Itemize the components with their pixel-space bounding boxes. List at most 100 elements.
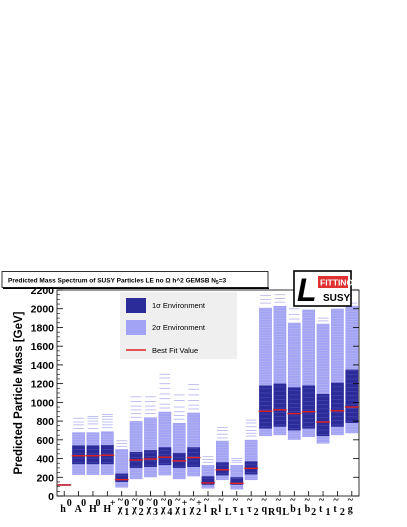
title-box: Predicted Mass Spectrum of SUSY Particle… [1,271,269,289]
bar-1sigma-cat-14 [259,385,272,429]
x-tick-label-sup: 0 [124,498,129,509]
y-axis: 0 200 400 600 800 1000 1200 1400 1600 1800 2000 220… [31,285,359,503]
bar-1sigma-cat-2 [86,445,100,465]
x-tick-label-sup: + [196,498,202,509]
x-tick-label: l~L [218,495,232,518]
bar-1sigma-cat-20 [345,369,359,423]
x-tick-label-text: h [60,504,66,515]
x-tick-label-sup: + [182,498,188,509]
logo-bottom-text: SUSY [323,293,351,304]
y-tick-label: 1800 [31,322,55,334]
x-tick-label-sup: 0 [139,498,144,509]
x-tick-label-sup: 0 [153,498,158,509]
x-tick-label-sub: 1 [297,507,302,518]
x-tick-label-tilde: ~ [204,495,210,506]
y-tick-label: 1000 [31,397,55,409]
x-tick-label-sub: 1 [124,507,129,518]
x-tick-label-tilde: ~ [118,495,124,506]
x-tick-label-sup: 0 [95,498,100,509]
y-tick-label: 1600 [31,341,55,353]
x-tick-label-text: χ [189,504,195,515]
bar-1sigma-cat-15 [273,383,287,427]
logo-accent-band [318,276,348,288]
chart-title: Predicted Mass Spectrum of SUSY Particle… [8,277,226,287]
x-tick-label-tilde: ~ [146,495,152,506]
x-tick-label-text: H [103,504,111,515]
legend: 1σ Environment 2σ Environment Best Fit V… [120,292,237,359]
x-tick-label: t~1 [319,495,331,518]
x-tick-label-sup: + [110,498,116,509]
x-tick-label-sub: 1 [182,507,187,518]
x-tick-label: τ~1 [233,495,245,518]
x-tick-label-text: H [89,504,97,515]
x-tick-label-text: A [75,504,83,515]
scan-lines-cat-13 [245,419,257,480]
x-tick-label-tilde: ~ [218,495,224,506]
x-tick-label-sub: 1 [326,507,331,518]
x-tick-label-text: b [305,504,311,515]
x-tick-label: H0 [89,498,101,515]
x-tick-label-tilde: ~ [190,495,196,506]
x-tick-label-text: g [348,504,353,515]
x-tick-label: q~L [276,495,290,518]
x-tick-label-sub: R [211,507,219,518]
x-tick-label-sub: 2 [311,507,316,518]
x-tick-label-text: τ [247,504,252,515]
x-tick-label-text: b [290,504,296,515]
x-tick-label: χ~ 02 [131,495,144,518]
x-tick-label: H+ [103,498,116,515]
bar-1sigma-cat-7 [158,447,172,466]
x-tick-label-tilde: ~ [175,495,181,506]
legend-swatch-2sigma [126,320,146,335]
x-tick-label: χ~ 01 [117,495,130,518]
bar-1sigma-cat-10 [201,476,215,485]
bar-1sigma-cat-1 [72,445,85,465]
x-tick-label-tilde: ~ [319,495,325,506]
x-tick-label-text: t [319,504,323,515]
x-tick-label: g~ [348,495,354,515]
x-tick-label-sub: 2 [254,507,259,518]
x-tick-label-text: q [262,504,268,515]
x-tick-label: l ~R [204,495,219,518]
x-tick-label-text: q [276,504,282,515]
y-tick-label: 600 [36,435,54,447]
y-tick-label: 2000 [31,304,55,316]
y-axis-label: Predicted Particle Mass [GeV] [13,311,25,474]
x-tick-label-tilde: ~ [132,495,138,506]
bar-1sigma-cat-19 [331,382,344,427]
x-tick-label-tilde: ~ [161,495,167,506]
x-tick-label-text: χ [117,504,123,515]
x-tick-label: χ~ +2 [189,495,203,518]
bar-1sigma-cat-3 [100,444,114,465]
y-tick-label: 1400 [31,360,55,372]
x-tick-label-tilde: ~ [233,495,239,506]
x-tick-label-tilde: ~ [333,495,339,506]
x-tick-label-text: l [218,504,221,515]
x-tick-label-tilde: ~ [290,495,296,506]
x-tick-label-tilde: ~ [247,495,253,506]
legend-swatch-1sigma [126,298,146,313]
x-tick-label-tilde: ~ [262,495,268,506]
x-tick-label-sub: 1 [239,507,244,518]
x-tick-label-sub: 2 [340,507,345,518]
x-tick-label-sub: 2 [196,507,201,518]
legend-label-1sigma: 1σ Environment [152,301,206,310]
x-tick-label-sub: 4 [167,507,172,518]
bars-layer [57,294,359,490]
x-tick-label-sub: L [225,507,232,518]
legend-label-bestfit: Best Fit Value [152,346,198,355]
x-tick-label: b~2 [305,495,317,518]
bar-1sigma-cat-17 [302,385,316,429]
x-tick-label-sub: L [282,507,289,518]
bar-2sigma-cat-7 [158,411,172,476]
x-tick-label-text: χ [145,504,151,515]
x-tick-label-text: χ [174,504,180,515]
x-tick-label: τ~2 [247,495,259,518]
x-tick-label-sub: 2 [139,507,144,518]
x-tick-label-sup: 0 [81,498,86,509]
legend-label-2sigma: 2σ Environment [152,323,206,332]
x-tick-label: t~2 [333,495,345,518]
x-tick-label-text: τ [233,504,238,515]
bar-1sigma-cat-4 [115,473,129,482]
